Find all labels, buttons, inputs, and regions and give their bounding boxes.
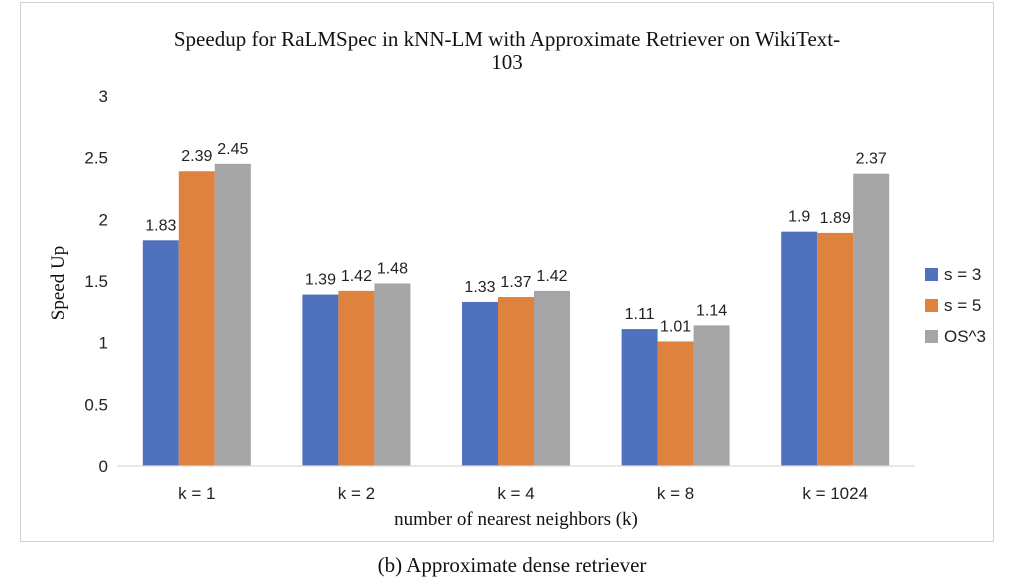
x-tick-label: k = 1024	[802, 484, 868, 503]
y-tick-label: 2.5	[84, 149, 108, 168]
bar	[817, 232, 854, 466]
x-axis-label: number of nearest neighbors (k)	[394, 509, 638, 530]
bar	[302, 294, 339, 466]
bar-value-labels: 1.83 2.39 2.45 1.39 1.42 1.48 1.33 1.37 1.42 1.11…	[145, 141, 887, 336]
x-tick-label: k = 2	[338, 484, 375, 503]
y-tick-label: 0	[99, 457, 108, 476]
bar-value-label: 1.14	[696, 302, 727, 319]
y-tick-label: 1	[99, 334, 108, 353]
legend-label: OS^3	[944, 327, 986, 346]
bar-value-label: 1.37	[500, 274, 531, 291]
bar	[853, 173, 890, 466]
bar-value-label: 1.83	[145, 217, 176, 234]
x-tick-label: k = 4	[497, 484, 534, 503]
legend: s = 3 s = 5 OS^3	[925, 265, 986, 346]
y-tick-label: 1.5	[84, 272, 108, 291]
figure-caption: (b) Approximate dense retriever	[377, 553, 647, 577]
bar	[498, 297, 534, 466]
bar-value-label: 1.9	[788, 209, 810, 226]
bar	[534, 290, 570, 466]
bar	[374, 283, 411, 466]
bar-value-label: 1.48	[377, 260, 408, 277]
bar-value-label: 2.37	[856, 151, 887, 168]
legend-label: s = 5	[944, 296, 981, 315]
y-tick-label: 2	[99, 210, 108, 229]
bar-value-label: 1.33	[464, 279, 495, 296]
chart-title-line-1: Speedup for RaLMSpec in kNN-LM with Appr…	[174, 27, 840, 51]
bars-group	[142, 163, 890, 467]
bar-value-label: 1.42	[341, 268, 372, 285]
y-tick-label: 0.5	[84, 395, 108, 414]
y-tick-label: 3	[99, 87, 108, 106]
legend-swatch	[925, 330, 938, 343]
bar-chart: Speedup for RaLMSpec in kNN-LM with Appr…	[48, 27, 986, 530]
bar	[462, 301, 498, 466]
bar-value-label: 2.39	[181, 148, 212, 165]
chart-title-line-2: 103	[491, 50, 523, 74]
bar	[214, 163, 251, 467]
bar	[781, 231, 818, 466]
bar	[693, 325, 730, 466]
bar-value-label: 1.11	[625, 306, 655, 323]
legend-swatch	[925, 299, 938, 312]
bar	[178, 171, 215, 466]
y-axis-ticks: 0 0.5 1 1.5 2 2.5 3	[84, 87, 108, 476]
chart-frame: Speedup for RaLMSpec in kNN-LM with Appr…	[20, 2, 994, 542]
x-axis-ticks: k = 1 k = 2 k = 4 k = 8 k = 1024	[178, 484, 868, 503]
bar	[142, 240, 179, 466]
x-tick-label: k = 1	[178, 484, 215, 503]
bar	[621, 329, 658, 466]
x-tick-label: k = 8	[657, 484, 694, 503]
legend-swatch	[925, 268, 938, 281]
bar	[338, 290, 375, 466]
legend-label: s = 3	[944, 265, 981, 284]
bar	[657, 341, 694, 466]
bar-value-label: 1.89	[820, 210, 851, 227]
bar-value-label: 2.45	[217, 141, 248, 158]
bar-value-label: 1.01	[660, 318, 691, 335]
y-axis-label: Speed Up	[48, 246, 69, 320]
bar-value-label: 1.39	[305, 272, 336, 289]
bar-value-label: 1.42	[536, 268, 567, 285]
